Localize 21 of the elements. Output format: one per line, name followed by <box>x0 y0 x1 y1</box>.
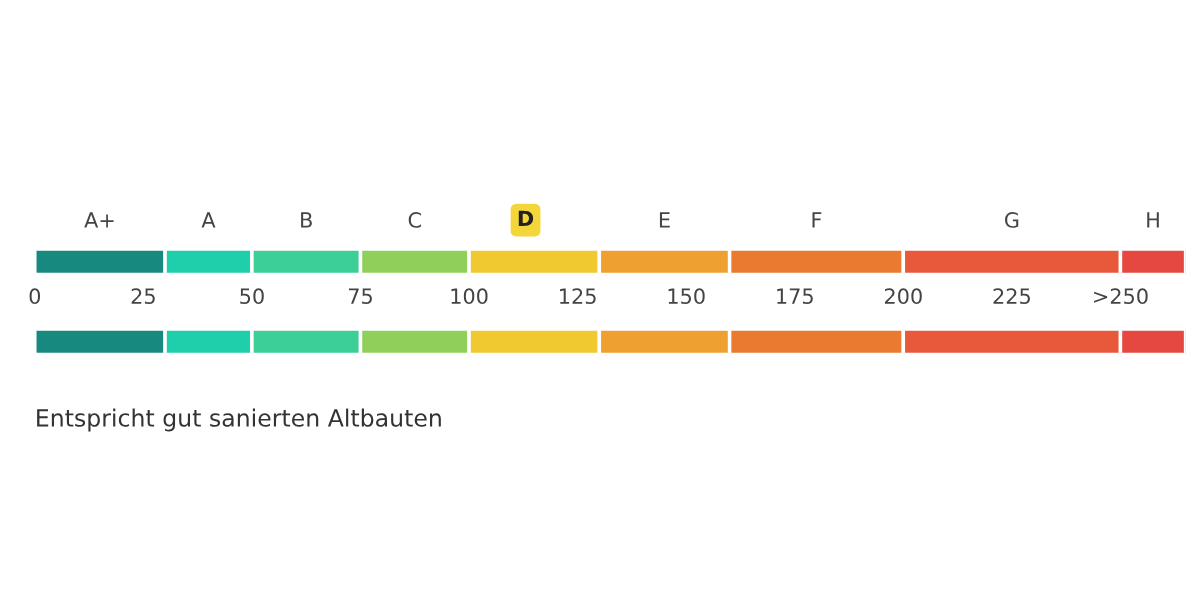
x-tick-label: 50 <box>240 288 264 305</box>
x-tick-label: 125 <box>560 288 596 305</box>
series-label: H <box>1147 212 1159 228</box>
annotation: D <box>518 210 534 226</box>
x-tick-label: 75 <box>348 288 372 305</box>
series-label: C <box>408 212 421 228</box>
x-tick-label: 25 <box>131 288 155 305</box>
x-tick-label: 225 <box>993 288 1030 305</box>
x-tick-label: 100 <box>451 288 488 305</box>
series-label: F <box>812 212 822 228</box>
series-label: A+ <box>84 212 114 228</box>
x-tick-label: 150 <box>668 288 705 305</box>
series-label: A <box>201 212 216 228</box>
series-label: B <box>301 212 312 228</box>
text: Entspricht gut sanierten Altbauten <box>37 408 441 432</box>
x-tick-label: 0 <box>29 288 41 305</box>
series-label: E <box>659 212 670 228</box>
x-tick-label: >250 <box>1094 288 1148 305</box>
x-tick-label: 175 <box>777 288 813 305</box>
series-label: G <box>1004 212 1019 228</box>
x-tick-label: 200 <box>884 288 922 305</box>
